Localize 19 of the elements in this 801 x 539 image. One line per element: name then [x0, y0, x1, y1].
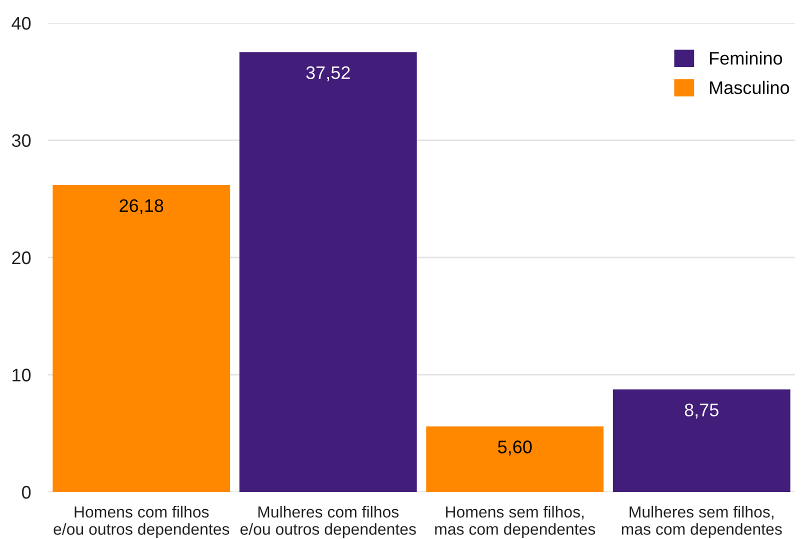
data-label: 37,52 — [306, 66, 350, 82]
x-tick-label: Mulheres sem filhos, mas com dependentes — [622, 506, 782, 538]
data-label: 5,60 — [498, 440, 532, 456]
y-tick-label: 20 — [12, 251, 31, 264]
y-tick-label: 30 — [12, 134, 31, 147]
y-tick-label: 0 — [22, 486, 31, 499]
x-tick-label: Homens com filhos e/ou outros dependentes — [54, 506, 230, 538]
legend-label: Masculino — [710, 80, 790, 94]
bar — [426, 426, 604, 492]
legend-label: Feminino — [710, 51, 782, 65]
x-tick-label: Mulheres com filhos e/ou outros dependentes — [240, 506, 416, 538]
y-tick-label: 10 — [12, 368, 31, 382]
bar — [612, 389, 790, 492]
y-tick-label: 40 — [12, 16, 31, 30]
x-tick-label: Homens sem filhos, mas com dependentes — [435, 506, 596, 538]
data-label: 8,75 — [684, 404, 718, 419]
bar — [239, 52, 417, 492]
bar — [52, 185, 230, 492]
data-label: 26,18 — [120, 199, 164, 214]
